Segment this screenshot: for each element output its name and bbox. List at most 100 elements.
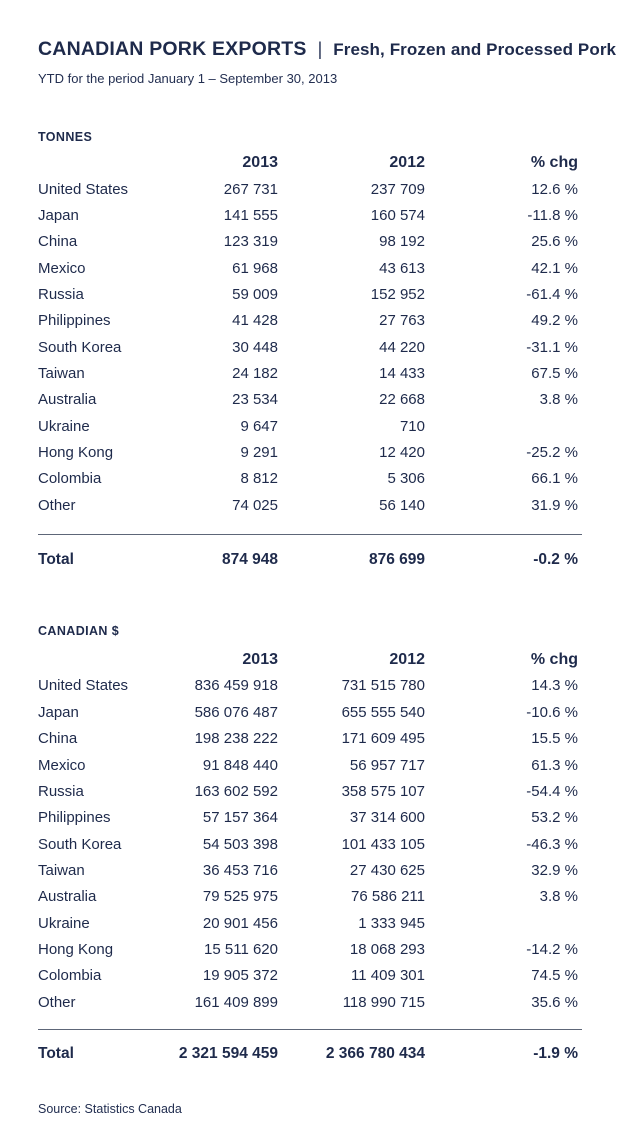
value-2013-cell: 30 448 (232, 338, 278, 356)
table-row: Philippines 41 428 27 763 49.2 % (38, 308, 578, 334)
total-label-cell: Total (38, 550, 74, 568)
table-row: Colombia 8 812 5 306 66.1 % (38, 466, 578, 492)
table-body: United States 836 459 918 731 515 780 14.3 … (38, 673, 578, 1015)
table-header-row: 2013 2012 % chg (38, 150, 578, 176)
pct-chg-cell: 25.6 % (531, 233, 578, 251)
table-row: Japan 586 076 487 655 555 540 -10.6 % (38, 699, 578, 725)
value-2013-cell: 586 076 487 (194, 703, 278, 721)
pct-chg-cell: 42.1 % (531, 259, 578, 277)
pct-chg-cell: 61.3 % (531, 756, 578, 774)
country-cell: Colombia (38, 967, 102, 985)
table-row: Hong Kong 9 291 12 420 -25.2 % (38, 439, 578, 465)
source-note: Source: Statistics Canada (38, 1101, 182, 1116)
page-title: CANADIAN PORK EXPORTS (38, 38, 307, 60)
pct-chg-cell: 74.5 % (531, 967, 578, 985)
table-row: Taiwan 36 453 716 27 430 625 32.9 % (38, 857, 578, 883)
header-2012-cell: 2012 (389, 650, 425, 668)
pct-chg-cell: 67.5 % (531, 365, 578, 383)
value-2012-cell: 56 140 (379, 496, 425, 514)
value-2012-cell: 27 763 (379, 312, 425, 330)
country-cell: Philippines (38, 312, 111, 330)
value-2013-cell: 74 025 (232, 496, 278, 514)
country-cell: Hong Kong (38, 940, 114, 958)
country-cell: Taiwan (38, 861, 85, 879)
total-divider-line (38, 1029, 582, 1031)
value-2012-cell: 655 555 540 (341, 703, 425, 721)
value-2013-cell: 8 812 (240, 470, 278, 488)
table-row: Taiwan 24 182 14 433 67.5 % (38, 360, 578, 386)
value-2013-cell: 9 647 (240, 417, 278, 435)
header-2012-cell: 2012 (389, 154, 425, 171)
value-2013-cell: 57 157 364 (202, 809, 278, 827)
table-row: Russia 59 009 152 952 -61.4 % (38, 281, 578, 307)
country-cell: Colombia (38, 470, 102, 488)
value-2012-cell: 56 957 717 (349, 756, 425, 774)
table-row: Australia 23 534 22 668 3.8 % (38, 387, 578, 413)
value-2012-cell: 43 613 (379, 259, 425, 277)
total-pct-chg-cell: -0.2 % (533, 550, 578, 568)
table-row: Ukraine 9 647 710 (38, 413, 578, 439)
country-cell: Australia (38, 888, 97, 906)
pct-chg-cell: -61.4 % (526, 286, 578, 304)
value-2013-cell: 54 503 398 (202, 835, 278, 853)
value-2013-cell: 41 428 (232, 312, 278, 330)
table-row: Philippines 57 157 364 37 314 600 53.2 % (38, 805, 578, 831)
table-body: United States 267 731 237 709 12.6 % Japan 14… (38, 176, 578, 518)
country-cell: Japan (38, 703, 79, 721)
table-row: Mexico 91 848 440 56 957 717 61.3 % (38, 752, 578, 778)
pct-chg-cell: 66.1 % (531, 470, 578, 488)
value-2012-cell: 98 192 (379, 233, 425, 251)
value-2013-cell: 267 731 (223, 180, 278, 198)
country-cell: China (38, 233, 78, 251)
pct-chg-cell: 12.6 % (531, 180, 578, 198)
country-cell: Taiwan (38, 365, 85, 383)
value-2012-cell: 14 433 (379, 365, 425, 383)
title-separator: | (317, 39, 323, 59)
country-cell: Ukraine (38, 914, 90, 932)
value-2013-cell: 163 602 592 (194, 782, 278, 800)
total-2013-cell: 874 948 (221, 550, 278, 568)
value-2012-cell: 358 575 107 (341, 782, 425, 800)
total-2012-cell: 2 366 780 434 (325, 1045, 425, 1063)
country-cell: Mexico (38, 259, 86, 277)
total-label-cell: Total (38, 1045, 74, 1063)
pct-chg-cell: -11.8 % (527, 207, 578, 225)
pct-chg-cell: 32.9 % (531, 861, 578, 879)
value-2012-cell: 37 314 600 (349, 809, 425, 827)
total-row: Total 2 321 594 459 2 366 780 434 -1.9 % (38, 1041, 578, 1067)
value-2013-cell: 36 453 716 (202, 861, 278, 879)
total-divider-line (38, 534, 582, 536)
table-row: China 123 319 98 192 25.6 % (38, 229, 578, 255)
value-2012-cell: 731 515 780 (341, 677, 425, 695)
value-2013-cell: 19 905 372 (202, 967, 278, 985)
table-row: Australia 79 525 975 76 586 211 3.8 % (38, 884, 578, 910)
period-text: YTD for the period January 1 – September… (38, 71, 338, 86)
country-cell: Japan (38, 207, 79, 225)
page-subtitle: Fresh, Frozen and Processed Pork (333, 40, 617, 59)
pct-chg-cell: 53.2 % (531, 809, 578, 827)
pct-chg-cell: -46.3 % (526, 835, 578, 853)
value-2013-cell: 15 511 620 (204, 940, 278, 958)
table-row: Mexico 61 968 43 613 42.1 % (38, 255, 578, 281)
value-2013-cell: 161 409 899 (194, 993, 278, 1011)
value-2012-cell: 152 952 (370, 286, 425, 304)
table-header-row: 2013 2012 % chg (38, 647, 578, 673)
pct-chg-cell: -14.2 % (526, 940, 578, 958)
value-2012-cell: 118 990 715 (342, 993, 425, 1011)
value-2012-cell: 22 668 (379, 391, 425, 409)
report-header: CANADIAN PORK EXPORTS | Fresh, Frozen an… (38, 0, 616, 61)
pct-chg-cell: 3.8 % (539, 888, 578, 906)
value-2013-cell: 20 901 456 (202, 914, 278, 932)
table-row: Ukraine 20 901 456 1 333 945 (38, 910, 578, 936)
pct-chg-cell: 31.9 % (531, 496, 578, 514)
value-2013-cell: 61 968 (232, 259, 278, 277)
table-row: Japan 141 555 160 574 -11.8 % (38, 202, 578, 228)
country-cell: Other (38, 496, 76, 514)
table-row: Russia 163 602 592 358 575 107 -54.4 % (38, 778, 578, 804)
table-row: Colombia 19 905 372 11 409 301 74.5 % (38, 963, 578, 989)
canadian-dollars-section: CANADIAN $ 2013 2012 % chg United States… (38, 624, 582, 1068)
value-2012-cell: 18 068 293 (349, 940, 425, 958)
country-cell: United States (38, 180, 129, 198)
table-row: Other 74 025 56 140 31.9 % (38, 492, 578, 518)
table-row: Hong Kong 15 511 620 18 068 293 -14.2 % (38, 936, 578, 962)
